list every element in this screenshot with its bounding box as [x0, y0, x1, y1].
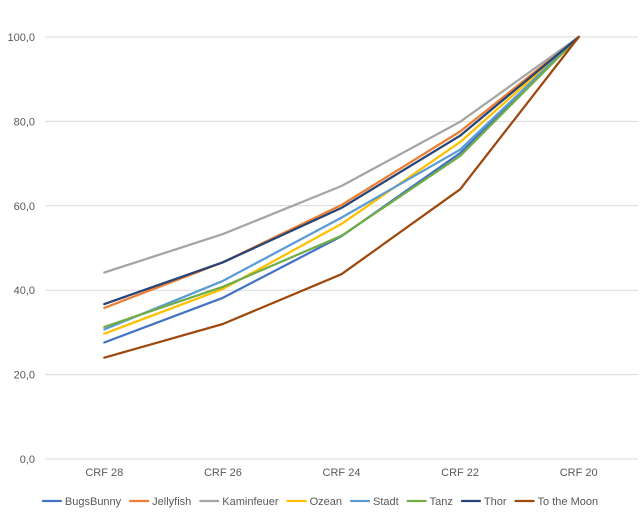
legend-item-kaminfeuer: Kaminfeuer [199, 496, 279, 508]
legend-item-bugsbunny: BugsBunny [41, 496, 122, 508]
legend-label: Kaminfeuer [222, 496, 279, 508]
x-tick-label: CRF 20 [560, 467, 598, 479]
legend-item-ozean: Ozean [286, 496, 342, 508]
legend-item-stadt: Stadt [349, 496, 399, 508]
legend-item-to-the-moon: To the Moon [514, 496, 599, 508]
legend-item-thor: Thor [460, 496, 507, 508]
series-line-tanz [103, 35, 580, 329]
series-lines [103, 35, 580, 359]
y-tick-label: 20,0 [14, 370, 35, 382]
y-tick-label: 60,0 [14, 201, 35, 213]
series-line-jellyfish [103, 35, 580, 310]
legend-label: To the Moon [538, 496, 599, 508]
x-tick-label: CRF 22 [441, 467, 479, 479]
x-tick-label: CRF 24 [323, 467, 361, 479]
x-tick-label: CRF 28 [85, 467, 123, 479]
y-axis-ticks: 0,0 20,0 40,0 60,0 80,0 100,0 [7, 32, 35, 466]
legend-label: Jellyfish [152, 496, 191, 508]
gridlines [45, 36, 638, 460]
series-line-ozean [103, 35, 580, 335]
legend: BugsBunny Jellyfish Kaminfeuer Ozean Stadt Ta… [41, 496, 599, 508]
series-line-to-the-moon [103, 35, 580, 359]
legend-label: BugsBunny [65, 496, 122, 508]
series-line-bugsbunny [103, 35, 580, 344]
legend-item-jellyfish: Jellyfish [129, 496, 191, 508]
legend-label: Ozean [310, 496, 342, 508]
y-tick-label: 80,0 [14, 116, 35, 128]
x-axis-ticks: CRF 28 CRF 26 CRF 24 CRF 22 CRF 20 [85, 467, 597, 479]
legend-item-tanz: Tanz [406, 496, 453, 508]
y-tick-label: 0,0 [20, 454, 35, 466]
y-tick-label: 40,0 [14, 285, 35, 297]
series-line-kaminfeuer [103, 35, 580, 274]
series-line-stadt [103, 35, 580, 331]
legend-label: Tanz [430, 496, 453, 508]
x-tick-label: CRF 26 [204, 467, 242, 479]
legend-label: Stadt [373, 496, 399, 508]
series-line-thor [103, 35, 580, 306]
legend-label: Thor [484, 496, 507, 508]
y-tick-label: 100,0 [7, 32, 35, 44]
